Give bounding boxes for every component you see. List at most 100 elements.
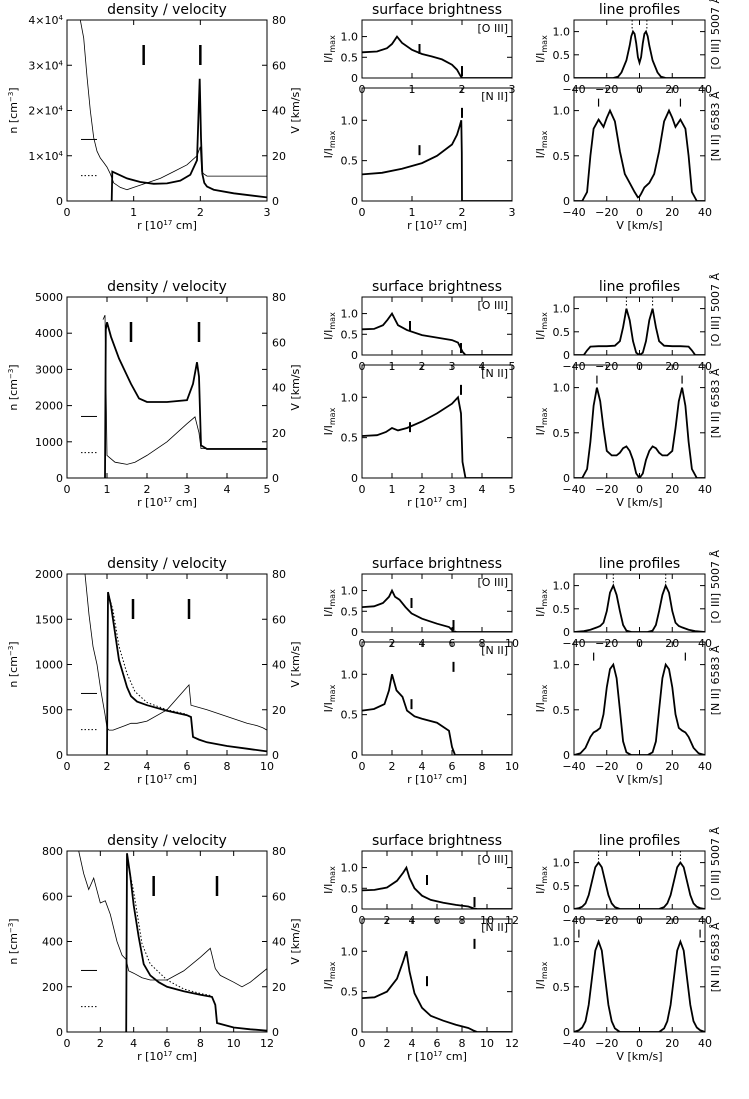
row-4-brightness-nii-xlabel-tail: cm]: [442, 1050, 467, 1063]
row-1-lineprofile-oiii-ylabel: I/Imax: [534, 35, 549, 63]
row-2-brightness-nii-ytick-label: 1.0: [341, 391, 359, 404]
row-1-density-ylabel-left-close: ]: [7, 87, 20, 91]
row-1-lineprofile-nii-plot-area: [574, 108, 705, 201]
row-3-brightness-oiii-line-label: [O III]: [478, 576, 508, 589]
row-2-brightness-oiii-ylabel-sub: max: [328, 312, 337, 330]
row-2-lineprofile-oiii-title: line profiles: [599, 279, 680, 295]
row-1-brightness-oiii-ylabel-main: I/I: [322, 53, 335, 63]
row-3-brightness-nii-ytick-label: 0.5: [341, 709, 359, 722]
row-4-lineprofile-oiii-ylabel: I/Imax: [534, 866, 549, 894]
row-1-density-velocity-line: [79, 20, 267, 191]
row-1-lineprofile-oiii-ylabel-sub: max: [540, 35, 549, 53]
row-3-brightness-nii-profile-line: [362, 674, 512, 755]
row-4-density-xtick-label: 6: [164, 1037, 171, 1050]
row-2-lineprofile-oiii-wavelength-label: 5007 Å: [709, 273, 722, 312]
row-3-density-ylabel-left: n [cm−3]: [7, 641, 20, 687]
row-1-lineprofile-nii-ylabel-main: I/I: [534, 148, 547, 158]
row-1-brightness-oiii-frame: [361, 19, 513, 79]
row-4-brightness-oiii-ylabel-main: I/I: [322, 884, 335, 894]
row-2-density-xlabel: r [1017 cm]: [137, 496, 197, 509]
row-1-density-ytick-right-label: 40: [272, 105, 286, 118]
row-2-brightness-oiii-line-label: [O III]: [478, 299, 508, 312]
row-1-density-ytick-label-mantissa: 2×10: [28, 105, 58, 118]
row-4-brightness-oiii-title: surface brightness: [372, 833, 502, 849]
row-2-density-xtick-label: 1: [104, 483, 111, 496]
row-4-density-ytick-right-label: 0: [272, 1026, 279, 1039]
row-1-density-ytick-label: 2×104: [28, 105, 63, 118]
row-3-lineprofile-nii-wavelength-label: 6583 Å: [709, 645, 722, 684]
row-3-density-xtick-label: 10: [260, 760, 274, 773]
row-1-brightness-nii-line-label: [N II]: [481, 90, 508, 103]
row-1-lineprofile-nii-ytick-label: 0.5: [553, 150, 571, 163]
row-2-brightness-nii-frame: [361, 364, 513, 479]
row-3-density-xlabel-base: r [10: [137, 773, 163, 786]
row-1-brightness-oiii-ytick-label: 0.5: [341, 51, 359, 64]
row-1-density-ylabel-right: V [km/s]: [289, 87, 302, 133]
row-3-lineprofile-nii-xtick-label: 20: [665, 760, 679, 773]
row-1-brightness-nii-xlabel-base: r [10: [407, 219, 433, 232]
row-2-brightness-nii-ytick-label: 0.5: [341, 432, 359, 445]
row-2-lineprofile-oiii-ytick-label: 1.0: [553, 303, 571, 316]
row-3-brightness-oiii-ylabel: I/Imax: [322, 589, 337, 617]
row-3-brightness-nii-xlabel-exp: 17: [433, 773, 442, 781]
row-4-brightness-nii-frame: [361, 918, 513, 1033]
row-4-lineprofile-oiii-ylabel-main: I/I: [534, 884, 547, 894]
row-3-lineprofile-oiii-plot-area: [574, 583, 705, 632]
row-1-density-frame: [66, 19, 268, 202]
row-3-density-density-line: [106, 591, 267, 755]
row-1-lineprofile-oiii-plot-area: [574, 29, 705, 78]
row-2-brightness-nii-xtick-label: 0: [359, 483, 366, 496]
row-3-density-xtick-label: 8: [224, 760, 231, 773]
row-4-density-ylabel-left: n [cm−3]: [7, 918, 20, 964]
row-3-brightness-oiii-ylabel-sub: max: [328, 589, 337, 607]
row-2-lineprofile-nii-xlabel: V [km/s]: [616, 496, 662, 509]
row-2-lineprofile-nii-ylabel-sub: max: [540, 407, 549, 425]
row-4-brightness-oiii-ytick-label: 0: [351, 903, 358, 916]
row-2-density-ytick-right-label: 20: [272, 427, 286, 440]
row-2-lineprofile-oiii-plot-area: [574, 308, 705, 355]
row-1-density-ytick-right-label: 0: [272, 195, 279, 208]
row-2-lineprofile-oiii-ytick-label: 0: [563, 349, 570, 362]
row-1-lineprofile-oiii-frame: [573, 19, 706, 79]
row-3-lineprofile-nii-xtick-label: 0: [636, 760, 643, 773]
row-4-density-ylabel-right: V [km/s]: [289, 918, 302, 964]
row-1-density-xtick-label: 3: [264, 206, 271, 219]
row-4-density-xtick-label: 0: [64, 1037, 71, 1050]
row-4-brightness-nii-xlabel-base: r [10: [407, 1050, 433, 1063]
row-4-lineprofile-nii-wavelength-label: 6583 Å: [709, 922, 722, 961]
row-2-density-title: density / velocity: [107, 279, 227, 295]
row-4-density-xtick-label: 4: [130, 1037, 137, 1050]
row-2-brightness-oiii-ylabel: I/Imax: [322, 312, 337, 340]
row-2-brightness-oiii-frame: [361, 296, 513, 356]
row-3-brightness-nii-xlabel: r [1017 cm]: [407, 773, 467, 786]
row-1-density-xlabel: r [1017 cm]: [137, 219, 197, 232]
row-3-density-xlabel-exp: 17: [163, 773, 172, 781]
row-1-density-xtick-label: 2: [197, 206, 204, 219]
row-2-lineprofile-oiii-ylabel-main: I/I: [534, 330, 547, 340]
row-4-density-xlabel-base: r [10: [137, 1050, 163, 1063]
row-2-brightness-oiii-title: surface brightness: [372, 279, 502, 295]
row-2-lineprofile-nii-xtick-label: 20: [665, 483, 679, 496]
row-4-density-ytick-label: 400: [42, 936, 63, 949]
row-3-brightness-nii-xtick-label: 8: [479, 760, 486, 773]
row-4-lineprofile-nii-plot-area: [574, 938, 705, 1032]
row-4-density-xlabel-exp: 17: [163, 1050, 172, 1058]
row-2-brightness-nii-xtick-label: 5: [509, 483, 516, 496]
row-4-density-plot-area: [78, 851, 267, 1032]
row-3-brightness-nii-xtick-label: 2: [389, 760, 396, 773]
row-3-lineprofile-nii-xtick-label: −20: [595, 760, 618, 773]
row-1-lineprofile-oiii-ylabel-main: I/I: [534, 53, 547, 63]
row-1-lineprofile-nii-xtick-label: 40: [698, 206, 712, 219]
row-3-lineprofile-oiii-ylabel-sub: max: [540, 589, 549, 607]
row-2-brightness-nii-profile-line: [362, 395, 512, 478]
row-2-lineprofile-nii-plot-area: [574, 387, 705, 478]
row-3-brightness-nii-ylabel-sub: max: [328, 684, 337, 702]
row-3-lineprofile-nii-profile-line: [574, 662, 705, 755]
row-4-lineprofile-nii-ylabel-main: I/I: [534, 979, 547, 989]
row-4-density-ytick-label: 800: [42, 845, 63, 858]
row-3-lineprofile-oiii-frame: [573, 573, 706, 633]
row-4-brightness-nii-ylabel-main: I/I: [322, 979, 335, 989]
row-1-brightness-nii-frame: [361, 87, 513, 202]
row-2-density-xlabel-exp: 17: [163, 496, 172, 504]
row-1-lineprofile-oiii-wavelength-label: 5007 Å: [709, 0, 722, 35]
